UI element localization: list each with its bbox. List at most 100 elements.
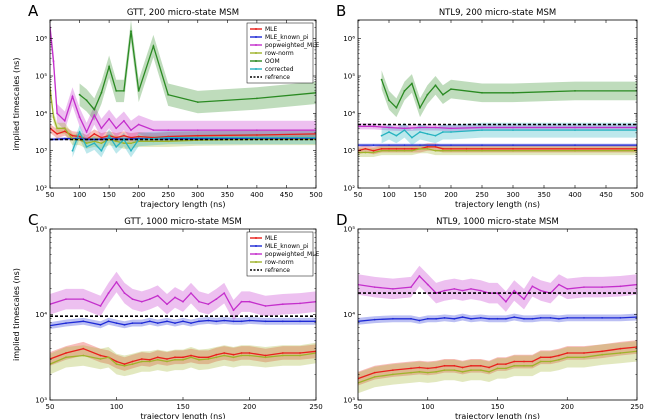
- band-mle: [358, 340, 637, 386]
- data-point-mle-known-pi: [583, 317, 585, 319]
- data-point-mle: [388, 147, 390, 150]
- data-point-row-norm: [130, 142, 132, 145]
- data-point-corrected: [137, 138, 140, 141]
- data-point-popweighted-mle: [174, 296, 176, 299]
- data-point-mle-known-pi: [419, 144, 421, 147]
- legend-marker-mle-known-pi: [255, 245, 257, 247]
- data-point-popweighted-mle: [403, 127, 406, 130]
- series-line-mle-known-pi: [50, 319, 316, 327]
- data-point-popweighted-mle: [137, 123, 140, 126]
- data-point-mle: [461, 366, 464, 369]
- data-point-popweighted-mle: [215, 298, 218, 300]
- data-point-row-norm: [215, 356, 218, 359]
- data-point-oom: [123, 90, 125, 92]
- data-point-corrected: [108, 134, 110, 137]
- data-point-oom: [137, 90, 140, 92]
- x-tick-label: 100: [382, 191, 395, 199]
- data-point-corrected: [403, 129, 406, 132]
- data-point-mle: [93, 133, 96, 135]
- data-point-popweighted-mle: [505, 300, 507, 303]
- data-point-popweighted-mle: [115, 127, 118, 130]
- data-point-mle-known-pi: [531, 317, 534, 320]
- data-point-mle-known-pi: [156, 322, 159, 324]
- series-line-mle: [358, 346, 637, 380]
- data-point-mle: [123, 363, 126, 365]
- data-point-popweighted-mle: [450, 127, 452, 130]
- data-point-mle-known-pi: [549, 317, 552, 319]
- data-point-mle: [248, 352, 251, 354]
- data-point-popweighted-mle: [182, 300, 184, 303]
- data-point-popweighted-mle: [264, 305, 267, 307]
- series-line-mle: [358, 146, 637, 152]
- data-point-mle: [426, 146, 429, 148]
- series-line-row-norm: [358, 148, 637, 154]
- data-point-mle: [380, 147, 383, 150]
- data-point-popweighted-mle: [107, 292, 110, 294]
- data-point-row-norm: [115, 363, 118, 365]
- data-point-row-norm: [108, 138, 110, 141]
- data-point-mle-known-pi: [453, 317, 456, 320]
- data-point-mle-known-pi: [523, 317, 525, 320]
- data-point-corrected: [450, 131, 452, 133]
- legend-label-refrence: refrence: [265, 267, 290, 274]
- x-tick-label: 50: [46, 191, 55, 199]
- panel-d: 50 100 150 200 250 10³ 10⁴ 10⁵ NTL9, 1000 micro-…: [336, 211, 644, 419]
- legend-label-popweighted-mle: popweighted_MLE: [265, 42, 320, 49]
- data-point-oom: [196, 101, 199, 103]
- data-point-row-norm: [419, 147, 421, 150]
- data-point-popweighted-mle: [496, 292, 499, 294]
- y-tick-label: 10⁶: [343, 35, 355, 43]
- data-point-popweighted-mle: [418, 275, 421, 277]
- data-point-corrected: [256, 136, 258, 139]
- y-axis-label: implied timescales (ns): [12, 58, 21, 151]
- band-row-norm: [50, 81, 316, 149]
- data-point-row-norm: [182, 358, 184, 361]
- plot-area: [358, 265, 637, 394]
- data-point-mle-known-pi: [513, 316, 516, 318]
- data-point-oom: [426, 93, 429, 96]
- data-point-popweighted-mle: [531, 285, 534, 288]
- data-point-oom: [395, 106, 398, 109]
- data-point-mle: [256, 134, 258, 136]
- y-tick-label: 10³: [343, 397, 355, 405]
- data-point-oom: [115, 90, 118, 92]
- y-axis-label: implied timescales (ns): [12, 268, 21, 361]
- data-point-popweighted-mle: [63, 119, 66, 122]
- data-point-row-norm: [223, 354, 226, 357]
- data-point-mle-known-pi: [223, 319, 226, 322]
- data-point-popweighted-mle: [196, 129, 199, 132]
- data-point-oom: [419, 106, 421, 109]
- data-point-row-norm: [107, 356, 110, 359]
- data-point-mle: [196, 134, 199, 137]
- legend-label-mle-known-pi: MLE_known_pi: [265, 243, 309, 250]
- data-point-mle-known-pi: [505, 317, 507, 320]
- data-point-mle: [435, 366, 437, 369]
- y-tick-label: 10⁵: [343, 226, 355, 234]
- data-point-popweighted-mle: [539, 289, 542, 292]
- data-point-mle: [232, 353, 235, 356]
- x-tick-label: 200: [444, 191, 457, 199]
- data-point-mle-known-pi: [373, 318, 376, 321]
- data-point-oom: [574, 90, 576, 92]
- data-point-mle: [488, 366, 490, 369]
- band-corrected: [72, 125, 316, 158]
- legend-label-oom: OOM: [265, 58, 280, 65]
- data-point-corrected: [100, 149, 103, 152]
- data-point-oom: [411, 82, 413, 85]
- data-point-mle: [166, 358, 168, 360]
- data-point-mle-known-pi: [470, 317, 472, 320]
- data-point-mle-known-pi: [182, 320, 184, 323]
- x-tick-label: 300: [506, 191, 519, 199]
- legend-marker-oom: [255, 60, 257, 62]
- data-point-mle: [619, 347, 622, 350]
- data-point-mle-known-pi: [496, 317, 499, 320]
- data-point-row-norm: [190, 356, 192, 359]
- data-point-popweighted-mle: [601, 286, 603, 288]
- data-point-mle: [82, 347, 85, 350]
- data-point-row-norm: [85, 142, 88, 145]
- x-tick-label: 250: [630, 403, 643, 411]
- data-point-popweighted-mle: [443, 289, 446, 292]
- data-point-mle-known-pi: [479, 317, 482, 319]
- x-axis-label: trajectory length (ns): [141, 200, 226, 209]
- data-point-row-norm: [418, 370, 421, 373]
